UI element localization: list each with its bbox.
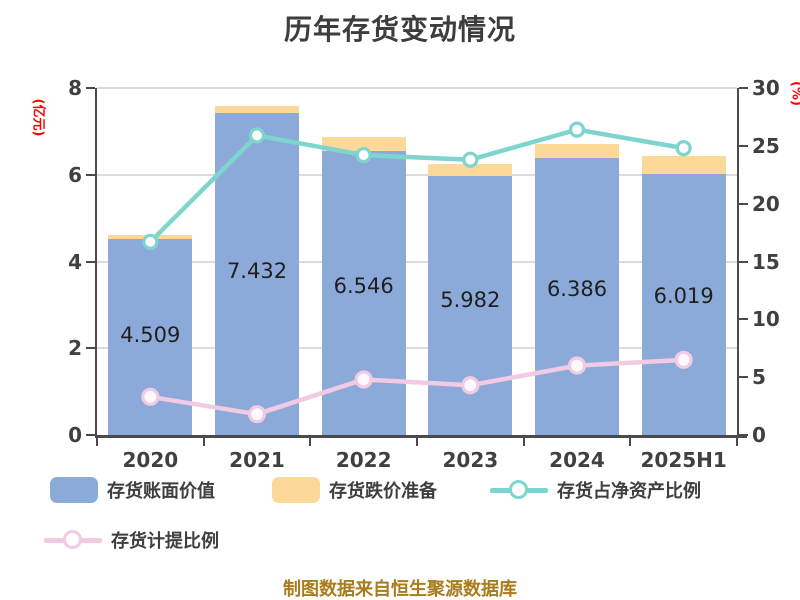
bar-provision-cap: [641, 156, 726, 174]
right-tick-mark: [739, 260, 748, 263]
provision-swatch-icon: [272, 477, 320, 503]
y-tick-label-right: 15: [752, 249, 780, 274]
y-tick-label-right: 10: [752, 307, 780, 332]
y-tick-label-left: 2: [68, 336, 82, 361]
data-point-marker: [461, 376, 480, 395]
x-tick-label: 2021: [229, 448, 285, 472]
x-tick-mark: [416, 437, 418, 446]
legend-item-provision-ratio: 存货计提比例: [44, 524, 219, 556]
left-tick-mark: [86, 173, 95, 176]
right-tick-mark: [739, 202, 748, 205]
left-tick-mark: [86, 87, 95, 89]
gridline: [97, 347, 737, 350]
legend-label-provision: 存货跌价准备: [329, 481, 437, 502]
legend-row-2: 存货计提比例: [0, 524, 800, 556]
marker-sample: [509, 480, 528, 499]
plot-area: 0 2 4 6 8 0 5 10 15 20 25 30 2020 2021 2022 2023 2024 202…: [68, 76, 780, 472]
right-axis-line: [737, 88, 739, 437]
y-tick-label-right: 5: [752, 365, 766, 390]
net-asset-ratio-line-icon: [490, 475, 548, 505]
right-tick-mark: [739, 144, 748, 147]
chart-title: 历年存货变动情况: [283, 13, 516, 46]
gridline: [97, 173, 737, 176]
legend-label-book-value: 存货账面价值: [107, 481, 215, 502]
bar-value-label: 7.432: [226, 258, 288, 283]
bar-value-label: 5.982: [440, 287, 501, 312]
bar-book-value: [535, 158, 619, 435]
right-tick-mark: [739, 318, 748, 321]
x-tick-mark: [96, 437, 98, 446]
data-point-marker: [674, 350, 693, 369]
provision-ratio-line-icon: [44, 525, 102, 555]
right-tick-mark: [739, 376, 748, 379]
bar-provision-cap: [321, 137, 406, 152]
x-tick-label: 2024: [549, 448, 605, 472]
data-point-marker: [568, 121, 586, 138]
bar-provision-cap: [215, 106, 299, 113]
x-tick-mark: [629, 437, 632, 446]
bar-provision-cap: [428, 164, 513, 176]
bar-book-value: [641, 173, 726, 435]
data-point-marker: [142, 233, 159, 250]
ratio-lines-overlay: [141, 121, 693, 424]
bar-value-label: 6.546: [333, 274, 394, 299]
x-tick-mark: [202, 437, 205, 446]
right-tick-mark: [739, 434, 748, 436]
right-tick-mark: [739, 87, 748, 89]
provision-ratio-line: [148, 357, 686, 417]
x-tick-mark: [309, 437, 312, 446]
bar-provision-cap: [535, 143, 619, 158]
data-point-marker: [248, 127, 266, 144]
marker-sample: [63, 530, 82, 549]
x-tick-mark: [522, 437, 525, 446]
bar-value-label: 6.019: [653, 283, 714, 308]
y-tick-label-right: 30: [752, 76, 780, 100]
data-point-marker: [675, 140, 692, 157]
right-axis-unit-label: (%): [788, 81, 800, 106]
left-tick-mark: [86, 434, 95, 436]
gridline: [97, 260, 737, 263]
y-tick-label-right: 0: [752, 423, 766, 447]
x-tick-label: 2020: [122, 448, 179, 472]
y-tick-label-left: 0: [68, 423, 82, 447]
data-source-note: 制图数据来自恒生聚源数据库: [283, 579, 517, 600]
legend-label-net-asset-ratio: 存货占净资产比例: [557, 481, 701, 502]
bar-value-label: 4.509: [120, 323, 181, 348]
data-point-marker: [462, 151, 479, 168]
y-tick-label-left: 4: [68, 249, 82, 274]
y-tick-label-left: 6: [68, 162, 82, 187]
x-axis-line: [95, 435, 747, 438]
y-tick-label-right: 25: [752, 133, 780, 158]
legend-label-provision-ratio: 存货计提比例: [111, 531, 219, 552]
data-point-marker: [141, 387, 160, 406]
legend-item-book-value: 存货账面价值: [50, 474, 215, 506]
gridline: [97, 87, 737, 89]
x-tick-label: 2025H1: [640, 448, 727, 472]
bar-value-label: 6.386: [546, 277, 608, 302]
x-tick-label: 2023: [442, 448, 499, 472]
data-point-marker: [354, 370, 373, 389]
left-tick-mark: [86, 260, 95, 263]
legend-item-net-asset-ratio: 存货占净资产比例: [490, 474, 701, 506]
legend-item-provision: 存货跌价准备: [272, 474, 437, 506]
net-asset-ratio-line: [148, 127, 686, 245]
data-point-marker: [247, 405, 267, 424]
data-point-marker: [355, 146, 372, 164]
left-axis-unit-label: (亿元): [30, 98, 46, 137]
left-tick-mark: [86, 347, 95, 350]
x-tick-label: 2022: [335, 448, 392, 472]
book-value-swatch-icon: [50, 477, 98, 503]
y-tick-label-right: 20: [752, 191, 780, 216]
y-tick-label-left: 8: [68, 76, 82, 100]
legend-row-1: 存货账面价值 存货跌价准备 存货占净资产比例: [0, 474, 800, 506]
data-point-marker: [567, 356, 587, 375]
x-tick-mark: [736, 437, 738, 446]
left-axis-line: [95, 88, 97, 437]
